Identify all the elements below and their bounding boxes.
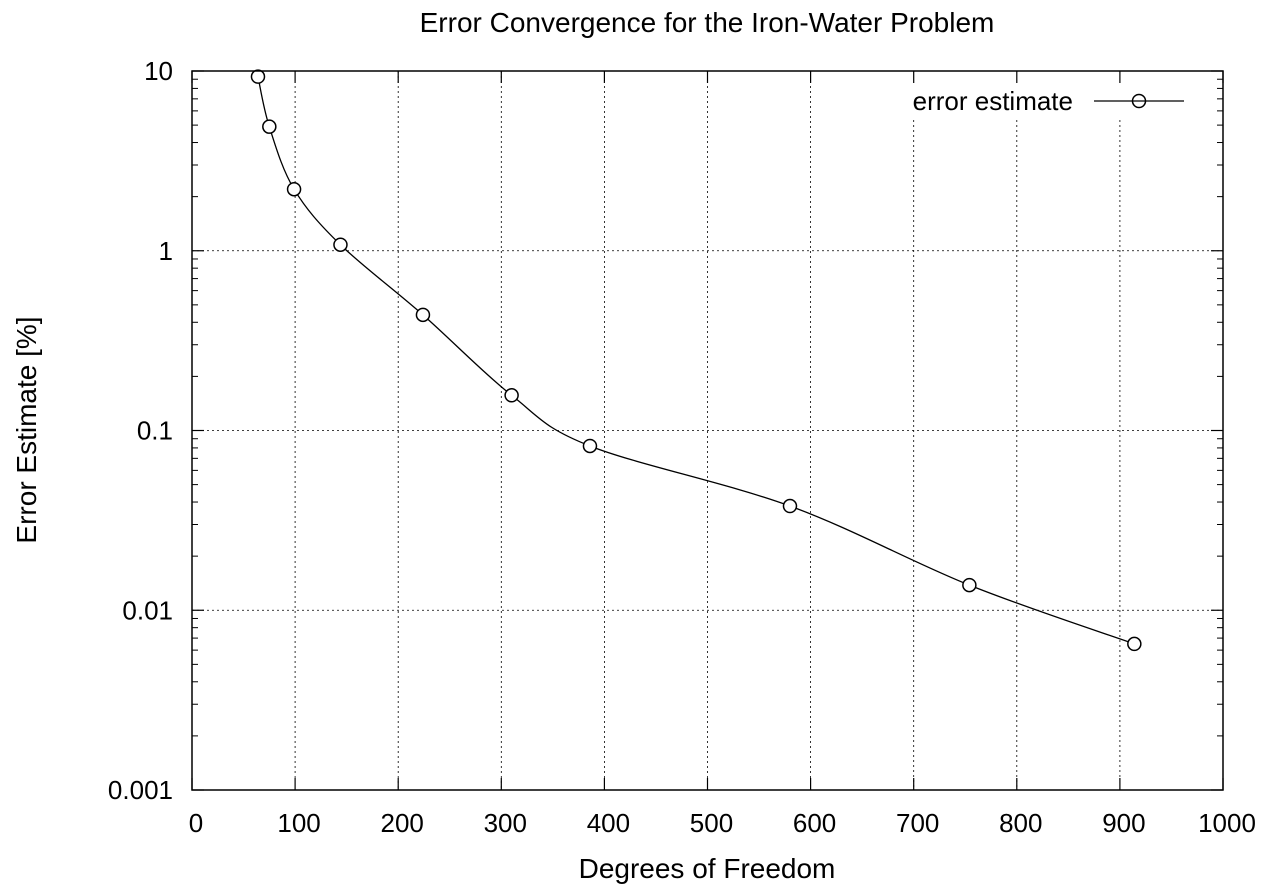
x-tick-label: 400	[587, 808, 630, 838]
data-point	[415, 307, 431, 323]
data-point	[962, 577, 977, 593]
tick-labels: 0 100 200 300 400 500 600 700 800 900 1000 0.001 0.0…	[108, 56, 1256, 838]
data-point	[262, 119, 277, 134]
y-tick-label: 10	[144, 56, 173, 86]
data-point	[286, 181, 302, 197]
data-point	[333, 237, 348, 252]
x-tick-label: 200	[381, 808, 424, 838]
data-point	[1127, 636, 1142, 652]
x-tick-label: 0	[189, 808, 203, 838]
legend-label: error estimate	[913, 86, 1073, 116]
data-point	[250, 69, 266, 84]
legend-marker	[1131, 93, 1147, 109]
data-point	[504, 388, 519, 403]
x-tick-label: 100	[277, 808, 320, 838]
series-layer	[250, 69, 1142, 652]
x-tick-label: 900	[1102, 808, 1145, 838]
legend: error estimate	[913, 86, 1184, 116]
x-tick-label: 700	[896, 808, 939, 838]
x-axis-label: Degrees of Freedom	[579, 853, 836, 884]
series-line	[257, 76, 1135, 645]
x-tick-label: 1000	[1198, 808, 1256, 838]
data-point	[582, 438, 598, 454]
y-tick-label: 1	[159, 236, 173, 266]
x-tick-label: 300	[484, 808, 527, 838]
x-tick-label: 800	[999, 808, 1042, 838]
y-tick-label: 0.001	[108, 775, 173, 805]
y-axis-label: Error Estimate [%]	[11, 316, 42, 543]
chart-title: Error Convergence for the Iron-Water Pro…	[420, 7, 995, 38]
x-tick-label: 500	[690, 808, 733, 838]
plot-frame	[191, 70, 1224, 791]
y-tick-label: 0.1	[137, 416, 173, 446]
x-tick-label: 600	[793, 808, 836, 838]
data-point	[782, 498, 798, 514]
y-tick-label: 0.01	[122, 595, 173, 625]
grid	[192, 71, 1223, 790]
